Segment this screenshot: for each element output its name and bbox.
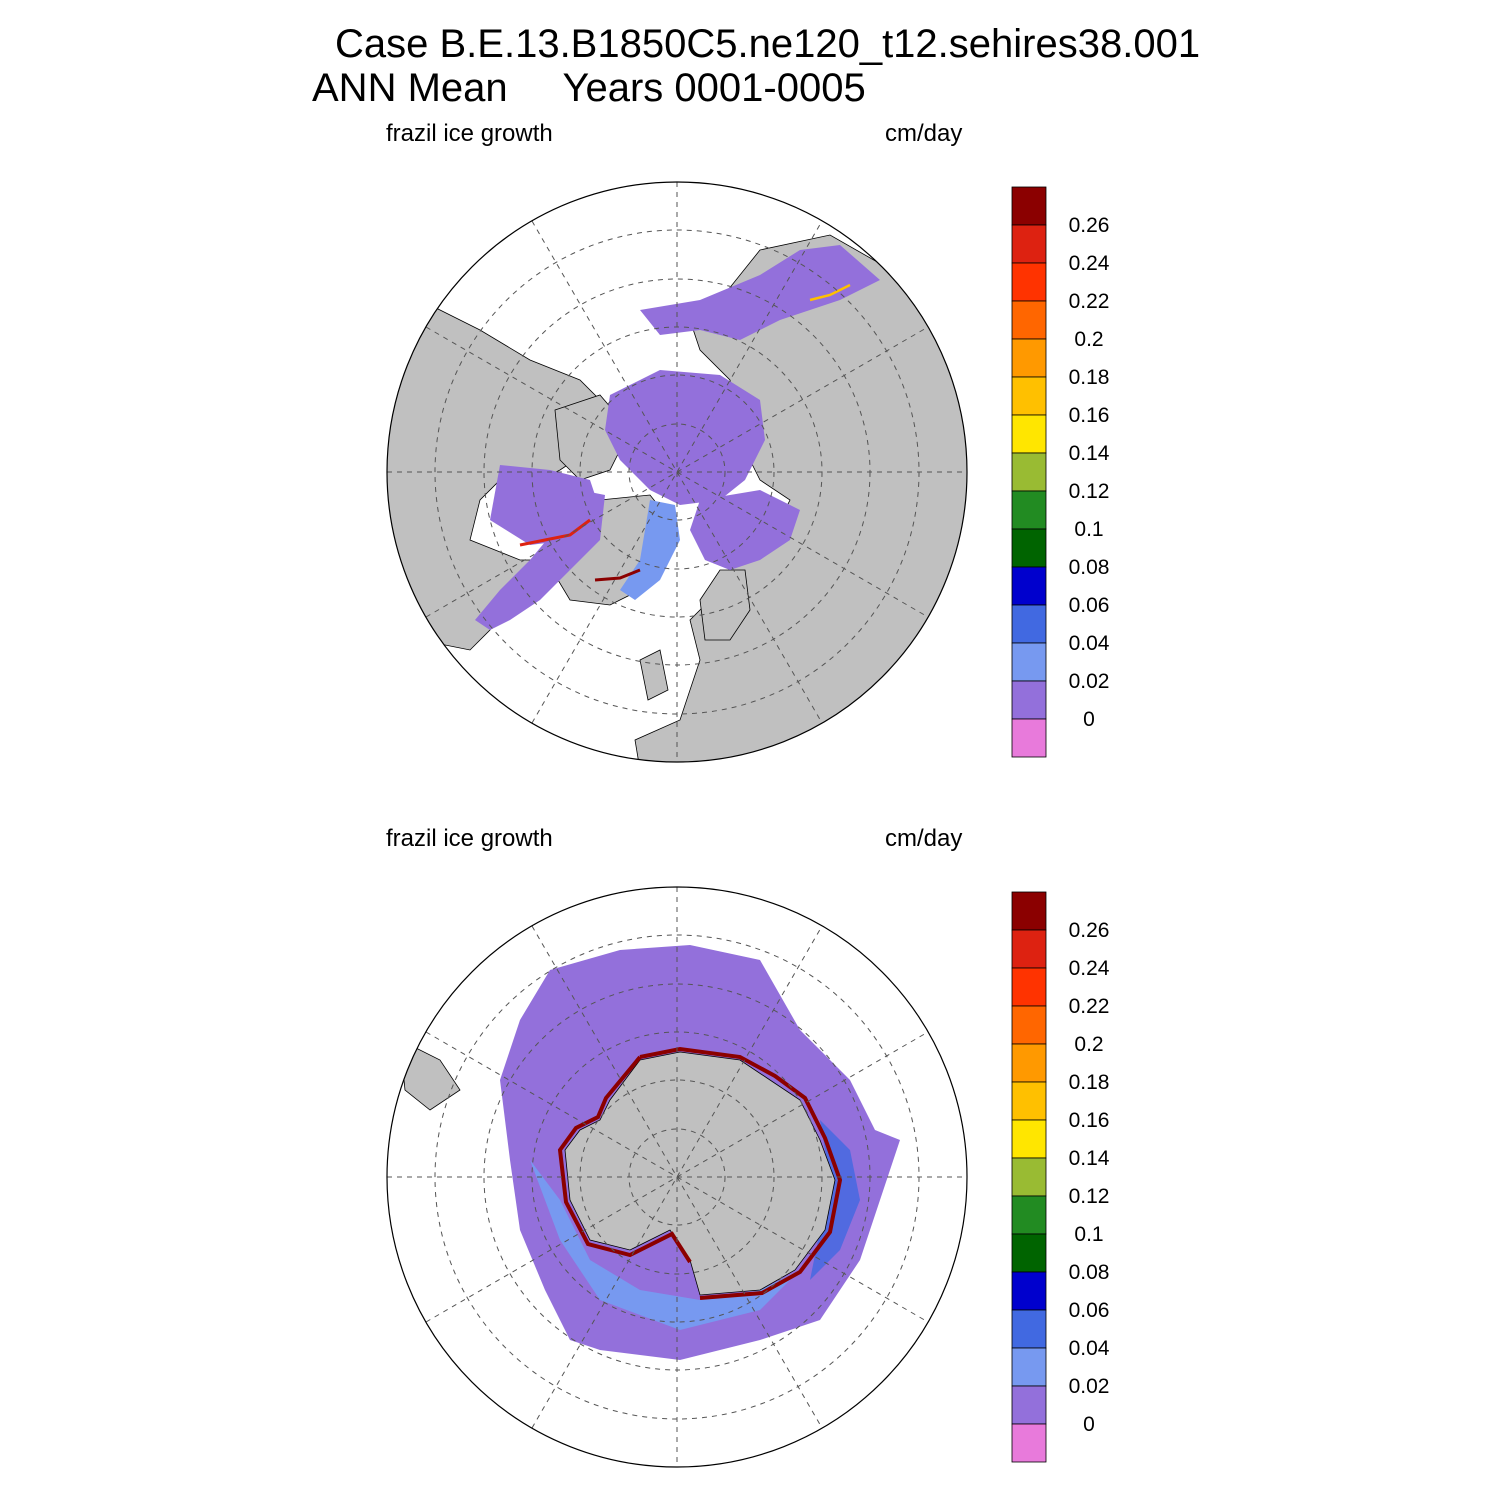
south-colorbar-swatch bbox=[1011, 1271, 1047, 1311]
south-colorbar: 0.26 0.24 0.22 0.2 0.18 0.16 0.14 0.12 0.1 0.08 0.… bbox=[1011, 891, 1110, 1463]
south-panel-units-label: cm/day bbox=[885, 825, 963, 852]
south-colorbar-swatch bbox=[1011, 1195, 1047, 1235]
south-colorbar-swatch bbox=[1011, 1423, 1047, 1463]
north-colorbar-swatch bbox=[1011, 186, 1047, 226]
south-colorbar-swatch bbox=[1011, 1233, 1047, 1273]
south-land-south-america-tip bbox=[399, 1039, 461, 1111]
north-colorbar-swatch bbox=[1011, 718, 1047, 758]
south-colorbar-swatch bbox=[1011, 1347, 1047, 1387]
south-colorbar-tick-label: 0.22 bbox=[1069, 995, 1110, 1018]
south-colorbar-swatch bbox=[1011, 1385, 1047, 1425]
south-colorbar-tick-label: 0.08 bbox=[1069, 1261, 1110, 1284]
south-colorbar-tick-label: 0.04 bbox=[1069, 1337, 1110, 1360]
north-colorbar-swatch bbox=[1011, 300, 1047, 340]
south-colorbar-swatch bbox=[1011, 1157, 1047, 1197]
north-polar-map bbox=[386, 181, 968, 763]
north-colorbar-tick-label: 0.14 bbox=[1069, 442, 1110, 465]
north-colorbar-tick-label: 0.06 bbox=[1069, 594, 1110, 617]
south-colorbar-tick-label: 0.14 bbox=[1069, 1147, 1110, 1170]
north-land-north-america bbox=[387, 304, 601, 651]
north-sea-ice-siberian-shelf bbox=[640, 245, 880, 340]
north-colorbar-swatch bbox=[1011, 490, 1047, 530]
north-panel-units-label: cm/day bbox=[885, 120, 963, 147]
south-graticule bbox=[387, 887, 967, 1467]
north-frazil-margin-greenland bbox=[594, 568, 641, 582]
north-colorbar-swatch bbox=[1011, 338, 1047, 378]
north-colorbar-swatch bbox=[1011, 224, 1047, 264]
south-colorbar-tick-label: 0.16 bbox=[1069, 1109, 1110, 1132]
south-colorbar-swatch bbox=[1011, 891, 1047, 931]
north-land-scandinavia bbox=[699, 569, 751, 641]
south-colorbar-swatch bbox=[1011, 929, 1047, 969]
south-colorbar-tick-label: 0 bbox=[1083, 1413, 1095, 1436]
north-colorbar-swatch bbox=[1011, 680, 1047, 720]
south-colorbar-swatch bbox=[1011, 1005, 1047, 1045]
north-colorbar-swatch bbox=[1011, 452, 1047, 492]
north-colorbar-tick-label: 0.22 bbox=[1069, 290, 1110, 313]
north-graticule bbox=[387, 182, 967, 762]
north-colorbar-tick-label: 0 bbox=[1083, 708, 1095, 731]
south-land-antarctica bbox=[564, 1051, 836, 1296]
north-colorbar-tick-label: 0.04 bbox=[1069, 632, 1110, 655]
north-frazil-margin-okhotsk bbox=[809, 283, 851, 302]
south-colorbar-tick-label: 0.26 bbox=[1069, 919, 1110, 942]
north-colorbar: 0.26 0.24 0.22 0.2 0.18 0.16 0.14 0.12 0.1 0.08 0.… bbox=[1011, 186, 1110, 758]
north-colorbar-tick-label: 0.2 bbox=[1074, 328, 1103, 351]
north-colorbar-tick-label: 0.02 bbox=[1069, 670, 1110, 693]
south-colorbar-tick-label: 0.2 bbox=[1074, 1033, 1103, 1056]
north-colorbar-swatch bbox=[1011, 604, 1047, 644]
south-panel-variable-label: frazil ice growth bbox=[386, 825, 553, 852]
south-colorbar-tick-label: 0.1 bbox=[1074, 1223, 1103, 1246]
north-colorbar-swatch bbox=[1011, 642, 1047, 682]
north-frazil-margin-labrador bbox=[519, 518, 591, 547]
north-sea-ice-east-greenland bbox=[620, 500, 680, 600]
south-colorbar-swatch bbox=[1011, 1081, 1047, 1121]
north-colorbar-swatch bbox=[1011, 376, 1047, 416]
north-sea-ice-barents-kara bbox=[690, 490, 800, 570]
north-panel-variable-label: frazil ice growth bbox=[386, 120, 553, 147]
north-colorbar-swatch bbox=[1011, 566, 1047, 606]
south-colorbar-tick-label: 0.02 bbox=[1069, 1375, 1110, 1398]
north-sea-ice-baffin-labrador bbox=[475, 490, 605, 630]
south-frazil-coastal-band bbox=[557, 1046, 843, 1300]
north-colorbar-swatch bbox=[1011, 528, 1047, 568]
north-colorbar-tick-label: 0.1 bbox=[1074, 518, 1103, 541]
south-colorbar-swatch bbox=[1011, 967, 1047, 1007]
south-colorbar-swatch bbox=[1011, 1309, 1047, 1349]
north-colorbar-swatch bbox=[1011, 414, 1047, 454]
north-colorbar-swatch bbox=[1011, 262, 1047, 302]
north-colorbar-tick-label: 0.08 bbox=[1069, 556, 1110, 579]
south-polar-map bbox=[386, 886, 968, 1468]
south-colorbar-tick-label: 0.24 bbox=[1069, 957, 1110, 980]
north-colorbar-tick-label: 0.16 bbox=[1069, 404, 1110, 427]
south-colorbar-tick-label: 0.18 bbox=[1069, 1071, 1110, 1094]
north-colorbar-tick-label: 0.12 bbox=[1069, 480, 1110, 503]
figure-title-case: Case B.E.13.B1850C5.ne120_t12.sehires38.… bbox=[335, 22, 1201, 66]
south-colorbar-swatch bbox=[1011, 1043, 1047, 1083]
north-colorbar-tick-label: 0.24 bbox=[1069, 252, 1110, 275]
south-colorbar-swatch bbox=[1011, 1119, 1047, 1159]
south-map-border bbox=[386, 886, 968, 1468]
south-colorbar-tick-label: 0.12 bbox=[1069, 1185, 1110, 1208]
north-colorbar-tick-label: 0.26 bbox=[1069, 214, 1110, 237]
south-sea-ice-inner-band bbox=[530, 1160, 800, 1330]
figure-title-period: ANN Mean Years 0001-0005 bbox=[312, 66, 866, 110]
south-colorbar-tick-label: 0.06 bbox=[1069, 1299, 1110, 1322]
north-colorbar-tick-label: 0.18 bbox=[1069, 366, 1110, 389]
north-map-border bbox=[386, 181, 968, 763]
